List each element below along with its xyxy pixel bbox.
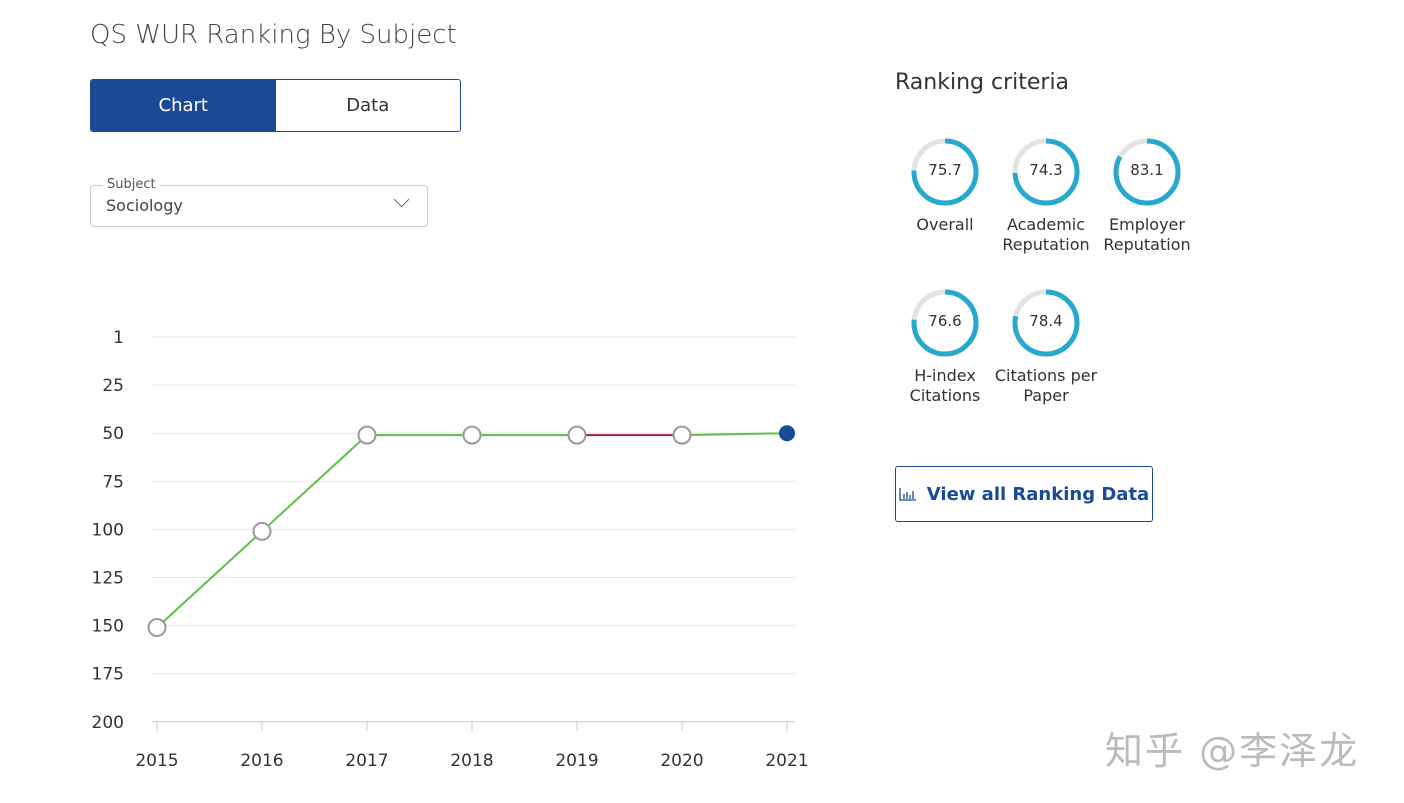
data-point-2015[interactable]	[147, 618, 167, 638]
x-tick-label: 2019	[555, 751, 598, 771]
criterion-name: Citations per Paper	[994, 366, 1098, 405]
line-segment	[261, 434, 368, 533]
criterion-score: 75.7	[928, 161, 962, 179]
subject-value: Sociology	[106, 196, 183, 215]
y-tick-label: 200	[92, 713, 124, 733]
score-ring-icon	[1113, 138, 1181, 206]
criterion-1: 74.3 Academic Reputation	[991, 135, 1101, 254]
x-tick-label: 2017	[345, 751, 388, 771]
data-point-2017[interactable]	[357, 425, 377, 445]
chevron-down-icon	[393, 191, 410, 208]
data-point-2016[interactable]	[252, 521, 272, 541]
score-ring-icon	[1012, 138, 1080, 206]
data-point-2020[interactable]	[672, 425, 692, 445]
criterion-score: 83.1	[1130, 161, 1164, 179]
criterion-2: 83.1 Employer Reputation	[1092, 135, 1202, 254]
data-point-2019[interactable]	[567, 425, 587, 445]
score-ring-icon	[911, 138, 979, 206]
criterion-score: 74.3	[1029, 161, 1063, 179]
ranking-criteria-title: Ranking criteria	[895, 70, 1070, 95]
line-segment	[156, 530, 263, 629]
criterion-score: 76.6	[928, 312, 962, 330]
y-tick-label: 175	[92, 665, 124, 685]
y-tick-label: 1	[113, 328, 124, 348]
view-toggle: Chart Data	[90, 79, 461, 132]
tab-data[interactable]: Data	[346, 95, 390, 116]
y-tick-label: 50	[102, 424, 124, 444]
y-tick-label: 75	[102, 472, 124, 492]
watermark: 知乎 @李泽龙	[1105, 729, 1360, 773]
y-tick-label: 25	[102, 376, 124, 396]
x-tick-label: 2016	[240, 751, 283, 771]
criterion-3: 76.6 H-index Citations	[890, 286, 1000, 405]
tab-chart[interactable]: Chart	[91, 80, 276, 131]
y-tick-label: 150	[92, 617, 124, 637]
score-ring-icon	[1012, 289, 1080, 357]
criterion-4: 78.4 Citations per Paper	[991, 286, 1101, 405]
criterion-name: Overall	[916, 215, 974, 234]
bar-chart-icon	[899, 488, 916, 501]
criterion-score: 78.4	[1029, 312, 1063, 330]
view-all-ranking-data-button[interactable]: View all Ranking Data	[895, 466, 1153, 522]
x-tick-label: 2015	[135, 751, 178, 771]
data-point-2021[interactable]	[779, 425, 795, 442]
x-tick-label: 2018	[450, 751, 493, 771]
subject-select[interactable]: Subject Sociology	[90, 177, 428, 227]
criterion-0: 75.7 Overall	[890, 135, 1000, 234]
view-all-label: View all Ranking Data	[926, 483, 1150, 505]
line-segment	[681, 432, 788, 437]
y-tick-label: 125	[92, 569, 124, 589]
score-ring-icon	[911, 289, 979, 357]
criterion-name: Employer Reputation	[1103, 215, 1191, 254]
subject-label: Subject	[103, 177, 160, 192]
x-tick-label: 2021	[765, 751, 808, 771]
criterion-name: H-index Citations	[909, 366, 981, 405]
data-point-2018[interactable]	[462, 425, 482, 445]
page-title: QS WUR Ranking By Subject	[90, 20, 457, 50]
x-tick-label: 2020	[660, 751, 703, 771]
criterion-name: Academic Reputation	[1002, 215, 1090, 254]
y-tick-label: 100	[92, 520, 124, 540]
